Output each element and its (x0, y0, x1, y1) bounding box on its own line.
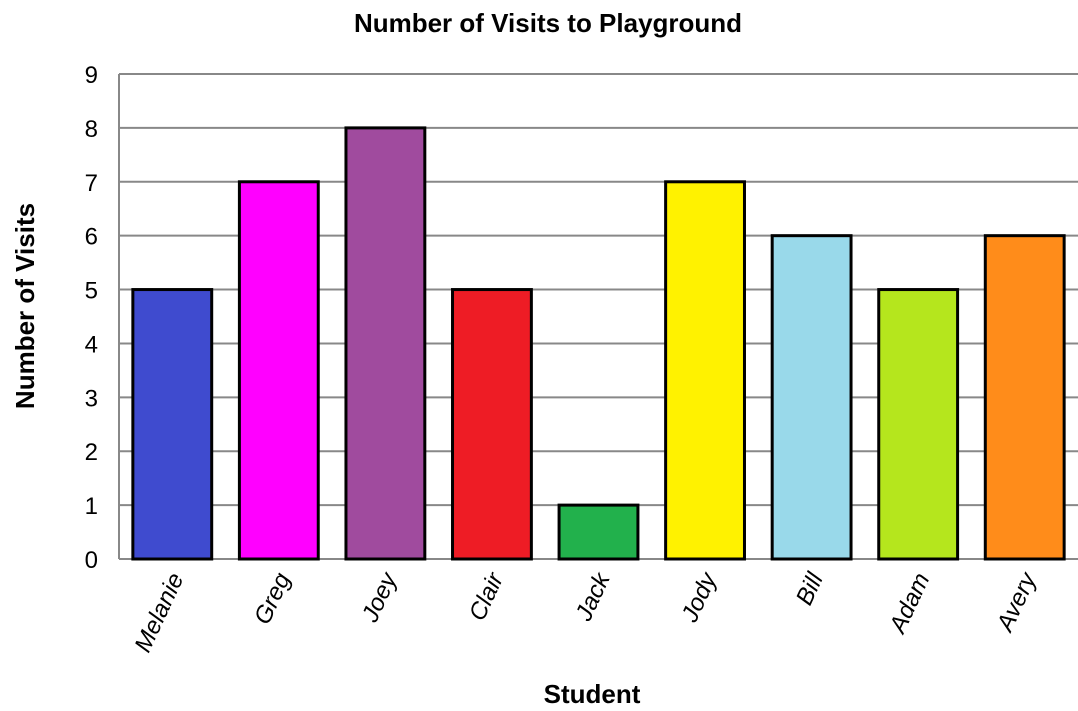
x-tick-label-greg: Greg (249, 568, 296, 628)
bar-greg (237, 180, 320, 561)
y-tick-label: 5 (85, 278, 98, 305)
bars (131, 126, 1066, 561)
y-tick-label: 3 (85, 385, 98, 412)
x-tick-label-jack: Jack (570, 567, 617, 626)
y-tick-label: 2 (85, 439, 98, 466)
x-tick-label-melanie: Melanie (129, 569, 189, 657)
x-tick-label-avery: Avery (991, 567, 1043, 637)
bar-joey (344, 126, 427, 561)
y-tick-labels: 0 1 2 3 4 5 6 7 8 9 (85, 62, 98, 574)
y-axis-label: Number of Visits (10, 203, 40, 409)
x-tick-label-jody: Jody (676, 567, 723, 627)
y-tick-label: 6 (85, 224, 98, 251)
x-tick-label-bill: Bill (791, 568, 829, 609)
y-tick-label: 8 (85, 116, 98, 143)
x-tick-label-clair: Clair (464, 568, 510, 625)
x-tick-labels: Melanie Greg Joey Clair Jack Jody Bill Adam Aver… (129, 567, 1042, 656)
y-tick-label: 7 (85, 170, 98, 197)
bar-adam (877, 288, 960, 561)
bar-avery (983, 234, 1066, 561)
x-tick-label-adam: Adam (884, 569, 936, 639)
y-tick-label: 9 (85, 62, 98, 89)
x-axis-label: Student (544, 679, 641, 709)
y-tick-label: 1 (85, 493, 98, 520)
bar-jody (664, 180, 746, 561)
y-tick-label: 4 (85, 331, 98, 358)
bar-bill (770, 234, 853, 561)
bar-clair (451, 288, 533, 561)
chart-title: Number of Visits to Playground (354, 8, 742, 38)
y-tick-label: 0 (85, 547, 98, 574)
x-tick-label-joey: Joey (356, 567, 403, 627)
bar-melanie (131, 288, 214, 561)
bar-jack (557, 503, 640, 561)
